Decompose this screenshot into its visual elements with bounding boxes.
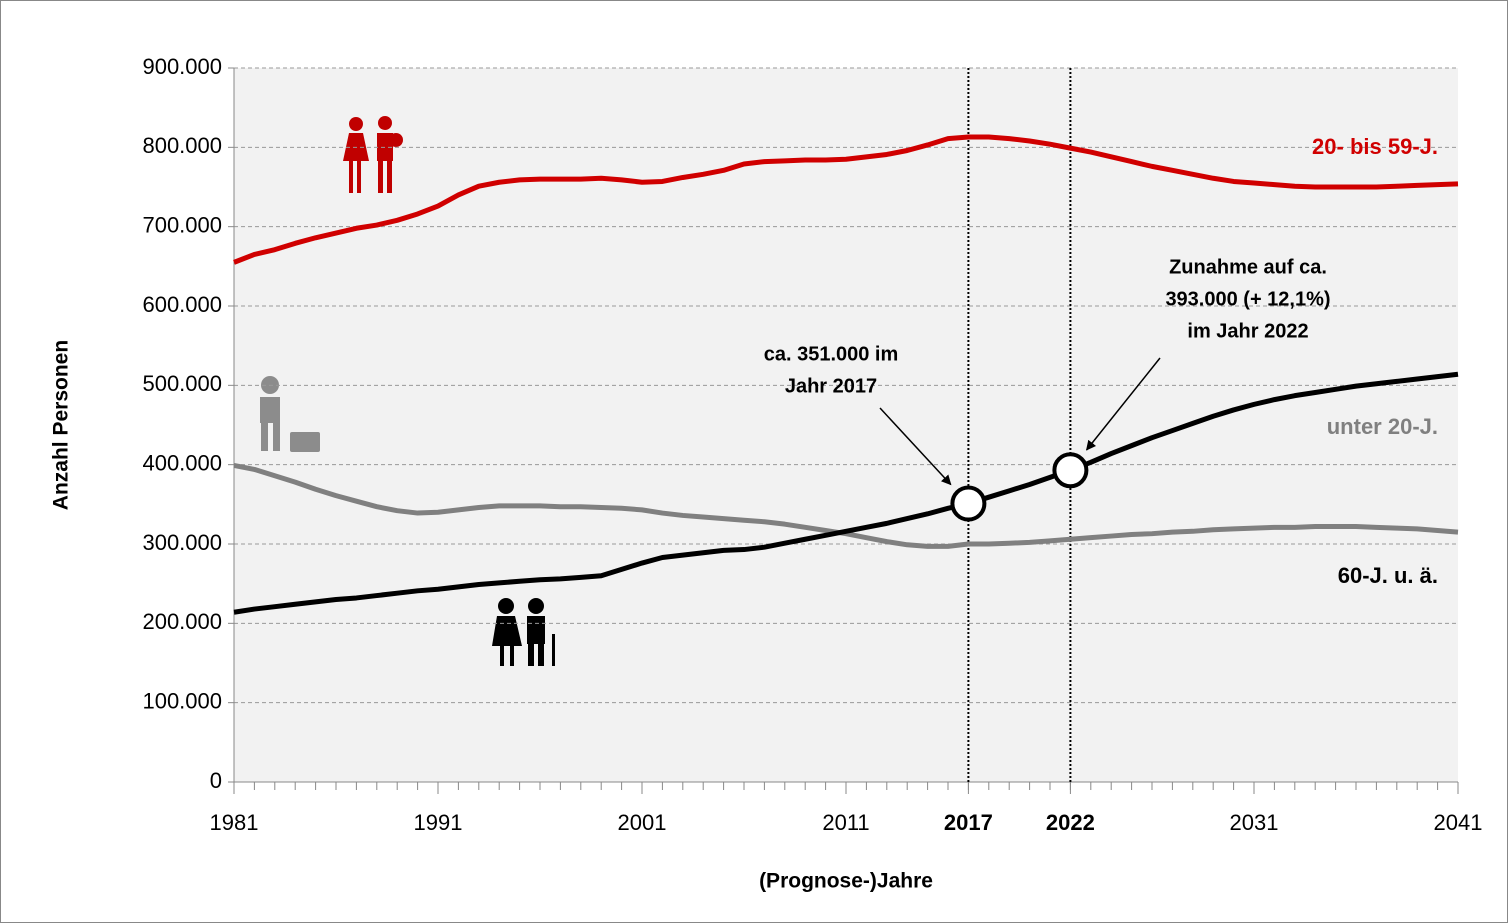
y-tick-label: 600.000	[142, 292, 222, 317]
annotation-arrow	[1085, 357, 1161, 451]
series-line	[233, 371, 1459, 615]
y-tick-label: 500.000	[142, 371, 222, 396]
y-tick-label: 100.000	[142, 688, 222, 713]
annotation-arrow	[879, 407, 952, 486]
x-tick-label: 2022	[1046, 810, 1095, 835]
x-tick-label: 2041	[1434, 810, 1483, 835]
x-axis-title: (Prognose-)Jahre	[759, 870, 933, 893]
y-tick-label: 400.000	[142, 450, 222, 475]
y-tick-label: 700.000	[142, 212, 222, 237]
icon-family	[343, 116, 403, 193]
x-tick-label: 1991	[414, 810, 463, 835]
y-tick-label: 300.000	[142, 530, 222, 555]
annotation: Zunahme auf ca.	[1169, 256, 1327, 278]
series-label: unter 20-J.	[1327, 414, 1438, 439]
x-tick-label: 2001	[618, 810, 667, 835]
annotation: im Jahr 2022	[1187, 320, 1308, 342]
x-tick-label: 2017	[944, 810, 993, 835]
marker	[950, 485, 987, 522]
y-tick-label: 800.000	[142, 133, 222, 158]
series-line	[233, 134, 1459, 265]
x-tick-label: 2011	[822, 810, 869, 835]
annotation: ca. 351.000 im	[764, 343, 899, 365]
plot-area	[234, 68, 1458, 782]
series-label: 60-J. u. ä.	[1338, 563, 1438, 588]
marker	[1052, 452, 1089, 489]
y-axis-title: Anzahl Personen	[50, 340, 73, 510]
annotation: Jahr 2017	[785, 375, 877, 397]
x-tick-label: 1981	[210, 810, 259, 835]
series-label: 20- bis 59-J.	[1312, 134, 1438, 159]
y-tick-label: 0	[210, 768, 222, 793]
y-tick-label: 900.000	[142, 54, 222, 79]
x-tick-label: 2031	[1230, 810, 1279, 835]
y-tick-label: 200.000	[142, 609, 222, 634]
annotation: 393.000 (+ 12,1%)	[1165, 288, 1330, 310]
